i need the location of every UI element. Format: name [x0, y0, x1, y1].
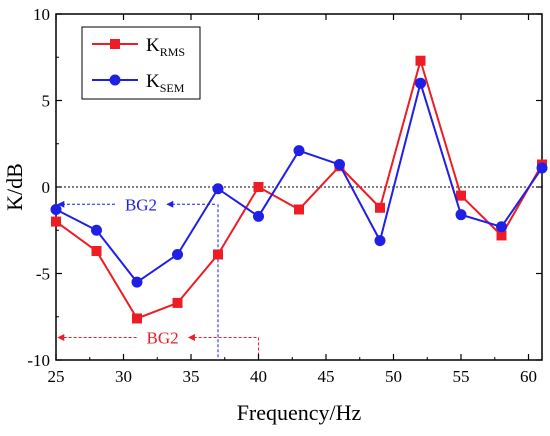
data-point: [131, 276, 143, 288]
annotation-label: BG2: [147, 329, 179, 348]
plot-area: BG2 BG2: [50, 13, 548, 361]
y-tick-label: 0: [42, 178, 51, 197]
x-tick-label: 55: [453, 367, 470, 386]
legend-entry-rms: KRMS: [92, 35, 185, 59]
legend-marker: [109, 74, 121, 86]
data-point: [91, 224, 102, 236]
data-point: [213, 249, 223, 260]
x-tick-label: 50: [385, 367, 402, 386]
data-point: [455, 209, 467, 221]
data-point: [375, 202, 385, 213]
data-point: [496, 230, 507, 241]
legend-marker: [110, 39, 120, 49]
data-point: [172, 297, 183, 308]
y-tick-label: -10: [27, 351, 50, 370]
legend-entry-sem: KSEM: [92, 71, 185, 95]
data-point: [415, 55, 426, 66]
data-point: [253, 182, 264, 192]
legend-box: [81, 26, 201, 100]
x-tick-label: 60: [520, 367, 537, 386]
x-axis-ticks: 25 30 35 40 45 50 55 60: [48, 14, 537, 386]
data-point: [51, 216, 61, 227]
data-point: [253, 210, 264, 222]
data-point: [374, 235, 386, 247]
data-point: [334, 159, 345, 171]
data-point: [496, 221, 507, 233]
data-point: [132, 313, 142, 324]
legend-label: KSEM: [146, 71, 185, 95]
y-tick-label: 5: [42, 92, 51, 111]
legend-label: KRMS: [146, 35, 185, 59]
legend: KRMS KSEM: [81, 26, 201, 100]
y-axis-title: K/dB: [2, 163, 27, 211]
data-point: [536, 162, 548, 174]
y-tick-label: -5: [36, 265, 50, 284]
data-point: [293, 145, 305, 157]
data-point: [456, 190, 466, 201]
x-tick-label: 35: [183, 367, 200, 386]
data-point: [415, 77, 426, 89]
data-point: [172, 248, 183, 260]
y-tick-label: 10: [33, 5, 50, 24]
x-tick-label: 40: [250, 367, 267, 386]
series: [50, 55, 548, 324]
data-point: [212, 183, 224, 195]
data-point: [91, 246, 102, 257]
x-tick-label: 30: [115, 367, 132, 386]
data-point: [50, 203, 62, 215]
series-line: [55, 79, 543, 284]
y-axis-ticks: -10 -5 0 5 10: [27, 5, 542, 370]
x-tick-label: 25: [48, 367, 65, 386]
x-tick-label: 45: [318, 367, 335, 386]
x-axis-title: Frequency/Hz: [237, 400, 362, 425]
data-point: [294, 204, 304, 215]
series-sem: [50, 77, 548, 288]
annotations: BG2 BG2: [57, 195, 259, 360]
annotation-label: BG2: [125, 195, 157, 214]
